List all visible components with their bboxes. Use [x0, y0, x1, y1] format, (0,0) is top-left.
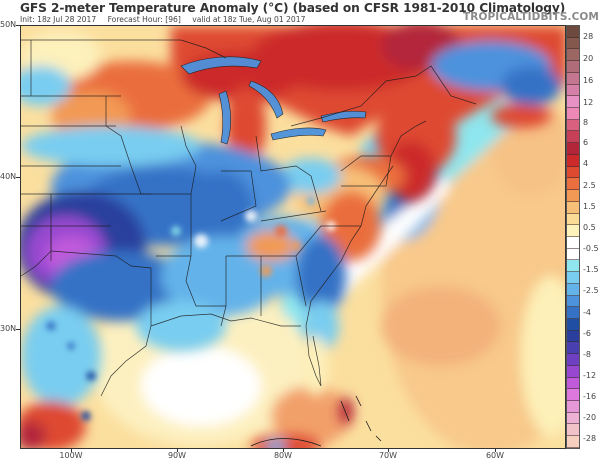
- forecast-hour: Forecast Hour: [96]: [107, 15, 181, 24]
- colorbar-segment: [567, 201, 579, 214]
- colorbar-segment: [567, 377, 579, 390]
- colorbar-label: -4: [583, 308, 591, 317]
- colorbar-segment: [567, 389, 579, 401]
- colorbar-segment: [567, 436, 579, 448]
- colorbar-segment: [567, 190, 579, 202]
- colorbar-segment: [567, 72, 579, 85]
- lon-tick: [495, 449, 496, 452]
- colorbar-segment: [567, 49, 579, 62]
- colorbar-label: -1.5: [583, 265, 599, 274]
- lat-label-50n: 50N: [0, 20, 17, 29]
- colorbar-label: 16: [583, 76, 594, 85]
- lon-label-60w: 60W: [485, 451, 505, 460]
- lon-label-80w: 80W: [273, 451, 293, 460]
- colorbar-segment: [567, 318, 579, 331]
- lon-tick: [283, 449, 284, 452]
- colorbar-label: -28: [583, 434, 597, 443]
- colorbar-segment: [567, 213, 579, 226]
- colorbar-label: -6: [583, 329, 591, 338]
- colorbar-label: 0.5: [583, 223, 596, 232]
- lat-label-30n: 30N: [0, 324, 17, 333]
- colorbar-segment: [567, 96, 579, 109]
- colorbar-segment: [567, 412, 579, 425]
- colorbar-segment: [567, 225, 579, 237]
- colorbar-label: -0.5: [583, 244, 599, 253]
- colorbar-label: 8: [583, 118, 589, 127]
- colorbar: [566, 25, 580, 449]
- colorbar-segment: [567, 131, 579, 144]
- run-info: Init: 18z Jul 28 2017 Forecast Hour: [96…: [20, 15, 314, 24]
- valid-time: valid at 18z Tue, Aug 01 2017: [192, 15, 306, 24]
- colorbar-segment: [567, 342, 579, 355]
- lon-label-100w: 100W: [59, 451, 83, 460]
- init-time: Init: 18z Jul 28 2017: [20, 15, 97, 24]
- colorbar-segment: [567, 37, 579, 50]
- map-canvas: [21, 26, 565, 448]
- colorbar-segment: [567, 248, 579, 261]
- colorbar-segment: [567, 354, 579, 366]
- lat-label-40n: 40N: [0, 172, 17, 181]
- colorbar-segment: [567, 283, 579, 296]
- colorbar-segment: [567, 365, 579, 378]
- colorbar-label: 12: [583, 98, 594, 107]
- colorbar-label: 2.5: [583, 181, 596, 190]
- lat-tick: [16, 177, 20, 178]
- colorbar-segment: [567, 154, 579, 167]
- colorbar-segment: [567, 272, 579, 284]
- colorbar-label: 28: [583, 32, 594, 41]
- colorbar-segment: [567, 330, 579, 343]
- colorbar-label: 6: [583, 138, 589, 147]
- colorbar-segment: [567, 178, 579, 191]
- colorbar-segment: [567, 166, 579, 179]
- anomaly-map: [20, 25, 566, 449]
- colorbar-label: -8: [583, 350, 591, 359]
- lon-tick: [177, 449, 178, 452]
- colorbar-label: 1.5: [583, 202, 596, 211]
- colorbar-segment: [567, 143, 579, 155]
- lon-tick: [71, 449, 72, 452]
- colorbar-segment: [567, 307, 579, 319]
- lon-label-90w: 90W: [167, 451, 187, 460]
- lon-tick: [388, 449, 389, 452]
- colorbar-segment: [567, 26, 579, 38]
- chart-title: GFS 2-meter Temperature Anomaly (°C) (ba…: [20, 1, 566, 15]
- colorbar-label: -16: [583, 392, 597, 401]
- colorbar-segment: [567, 401, 579, 413]
- brand-watermark: TROPICALTIDBITS.COM: [463, 11, 599, 23]
- colorbar-label: 4: [583, 159, 589, 168]
- colorbar-segment: [567, 108, 579, 120]
- colorbar-segment: [567, 61, 579, 73]
- lat-tick: [16, 25, 20, 26]
- colorbar-label: 20: [583, 54, 594, 63]
- lat-tick: [16, 329, 20, 330]
- colorbar-label: -2.5: [583, 286, 599, 295]
- colorbar-segment: [567, 260, 579, 273]
- lon-label-70w: 70W: [378, 451, 398, 460]
- colorbar-segment: [567, 236, 579, 249]
- colorbar-segment: [567, 295, 579, 308]
- colorbar-label: -20: [583, 413, 597, 422]
- colorbar-label: -12: [583, 371, 597, 380]
- colorbar-segment: [567, 119, 579, 132]
- colorbar-segment: [567, 424, 579, 437]
- colorbar-segment: [567, 84, 579, 97]
